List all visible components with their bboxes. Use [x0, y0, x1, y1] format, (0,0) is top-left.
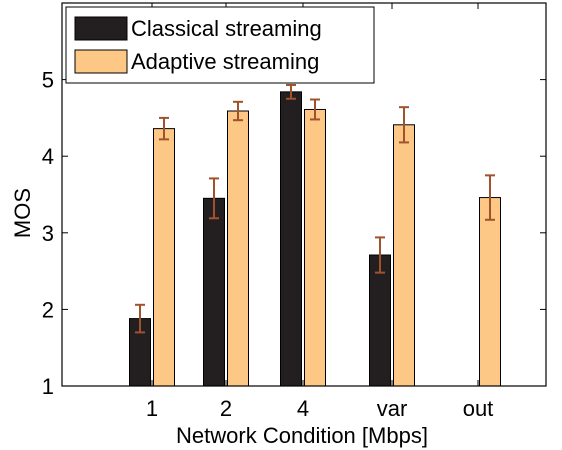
legend-label-adaptive: Adaptive streaming [131, 49, 319, 74]
y-tick-labels: 1 2 3 4 5 [42, 68, 54, 399]
bar-classical-2 [203, 197, 225, 387]
bar-adaptive-4 [304, 108, 326, 387]
legend-swatch-classical [74, 16, 128, 41]
x-tick-label-out: out [463, 396, 494, 421]
bar-adaptive-2 [227, 110, 249, 387]
plot-frame [61, 2, 547, 387]
bars-group [129, 91, 501, 387]
x-tick-label-2: 2 [220, 396, 232, 421]
y-tick-label-2: 2 [42, 297, 54, 322]
bar-adaptive-1 [153, 128, 175, 387]
x-tick-label-4: 4 [297, 396, 309, 421]
bar-adaptive-out [479, 197, 501, 387]
y-tick-label-4: 4 [42, 144, 54, 169]
bar-classical-var [369, 254, 391, 387]
y-tick-label-3: 3 [42, 221, 54, 246]
y-tick-label-1: 1 [42, 374, 54, 399]
y-axis-title: MOS [10, 188, 35, 238]
ticks-group [62, 3, 546, 387]
legend: Classical streaming Adaptive streaming [65, 6, 375, 84]
x-tick-labels: 1 2 4 var out [146, 396, 493, 421]
x-axis-title: Network Condition [Mbps] [176, 423, 428, 448]
x-tick-label-var: var [377, 396, 408, 421]
bar-classical-4 [280, 91, 302, 387]
legend-swatch-adaptive [74, 49, 128, 74]
y-tick-label-5: 5 [42, 68, 54, 93]
error-bars-group [135, 83, 495, 334]
x-tick-label-1: 1 [146, 396, 158, 421]
bar-adaptive-var [393, 124, 415, 387]
legend-label-classical: Classical streaming [131, 16, 322, 41]
